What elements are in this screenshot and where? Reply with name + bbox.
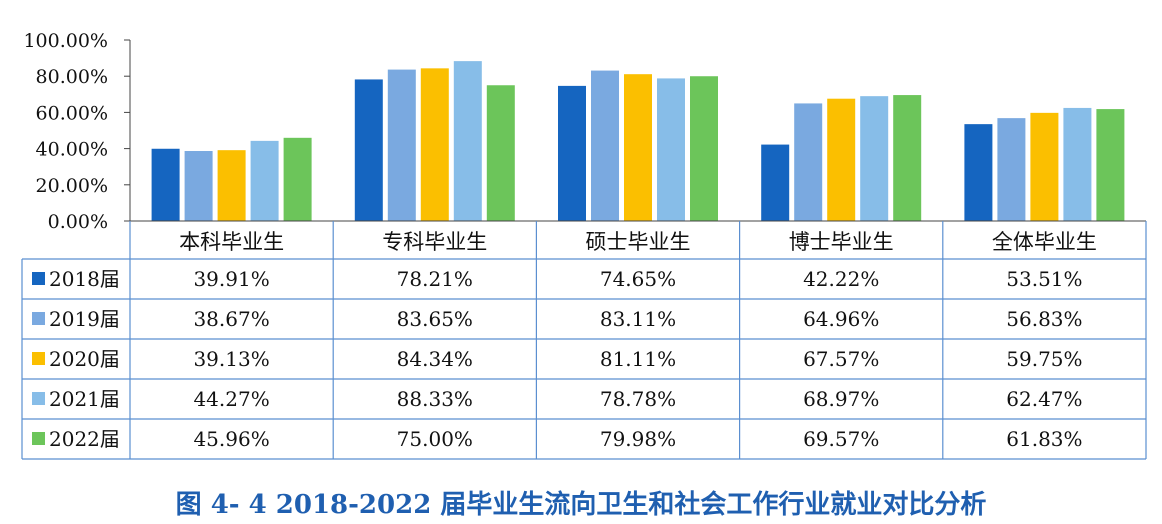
data-label: 88.33% [397,387,473,411]
bar [761,144,790,221]
bar [794,103,823,221]
category-label: 硕士毕业生 [586,230,691,254]
bar [827,98,856,221]
bar [184,151,213,221]
legend-swatch [32,312,45,325]
data-label: 62.47% [1006,387,1082,411]
data-label: 67.57% [803,347,879,371]
data-label: 44.27% [193,387,269,411]
y-tick-label: 20.00% [36,175,108,197]
legend-label: 2022届 [49,427,120,451]
data-label: 75.00% [397,427,473,451]
bar [387,69,416,221]
bar [860,96,889,221]
y-tick-label: 0.00% [48,211,108,233]
bar [217,150,246,221]
bar [1096,109,1125,221]
data-label: 39.91% [193,267,269,291]
data-label: 81.11% [600,347,676,371]
bar [151,148,180,221]
bar [1063,107,1092,221]
data-label: 83.65% [397,307,473,331]
data-label: 59.75% [1006,347,1082,371]
bar [486,85,515,221]
data-label: 74.65% [600,267,676,291]
legend-swatch [32,432,45,445]
figure-caption: 图 4- 4 2018-2022 届毕业生流向卫生和社会工作行业就业对比分析 [175,490,987,520]
data-label: 78.78% [600,387,676,411]
y-tick-label: 100.00% [23,30,108,52]
data-label: 68.97% [803,387,879,411]
bar [964,124,993,221]
bar [1030,112,1059,221]
legend-label: 2019届 [49,307,120,331]
data-label: 69.57% [803,427,879,451]
bar [690,76,718,221]
bar [453,61,482,222]
bar [354,79,383,221]
data-label: 53.51% [1006,267,1082,291]
category-label: 本科毕业生 [179,230,284,254]
legend-swatch [32,352,45,365]
bar [624,74,652,221]
y-tick-label: 80.00% [36,66,108,88]
data-label: 78.21% [397,267,473,291]
y-tick-label: 40.00% [36,139,108,161]
data-label: 38.67% [193,307,269,331]
bar [591,70,619,222]
bar [657,78,685,221]
bar [893,95,922,221]
data-label: 42.22% [803,267,879,291]
y-tick-label: 60.00% [36,102,108,124]
data-label: 45.96% [193,427,269,451]
legend-label: 2020届 [49,347,120,371]
bar [250,140,279,221]
legend-swatch [32,272,45,285]
bar [997,118,1026,221]
bar [283,137,312,221]
bar-chart-with-data-table: 0.00% 20.00% 40.00% 60.00% 80.00% 100.00% 本科毕业… [21,30,1147,460]
data-label: 64.96% [803,307,879,331]
data-label: 83.11% [600,307,676,331]
bar [558,85,586,221]
category-label: 专科毕业生 [382,230,487,254]
legend-label: 2021届 [49,387,120,411]
legend-swatch [32,392,45,405]
data-label: 56.83% [1006,307,1082,331]
category-label: 博士毕业生 [789,230,894,254]
legend-label: 2018届 [49,267,120,291]
data-label: 79.98% [600,427,676,451]
data-label: 39.13% [193,347,269,371]
category-label: 全体毕业生 [992,230,1097,254]
data-label: 84.34% [397,347,473,371]
data-label: 61.83% [1006,427,1082,451]
bar [420,68,449,221]
